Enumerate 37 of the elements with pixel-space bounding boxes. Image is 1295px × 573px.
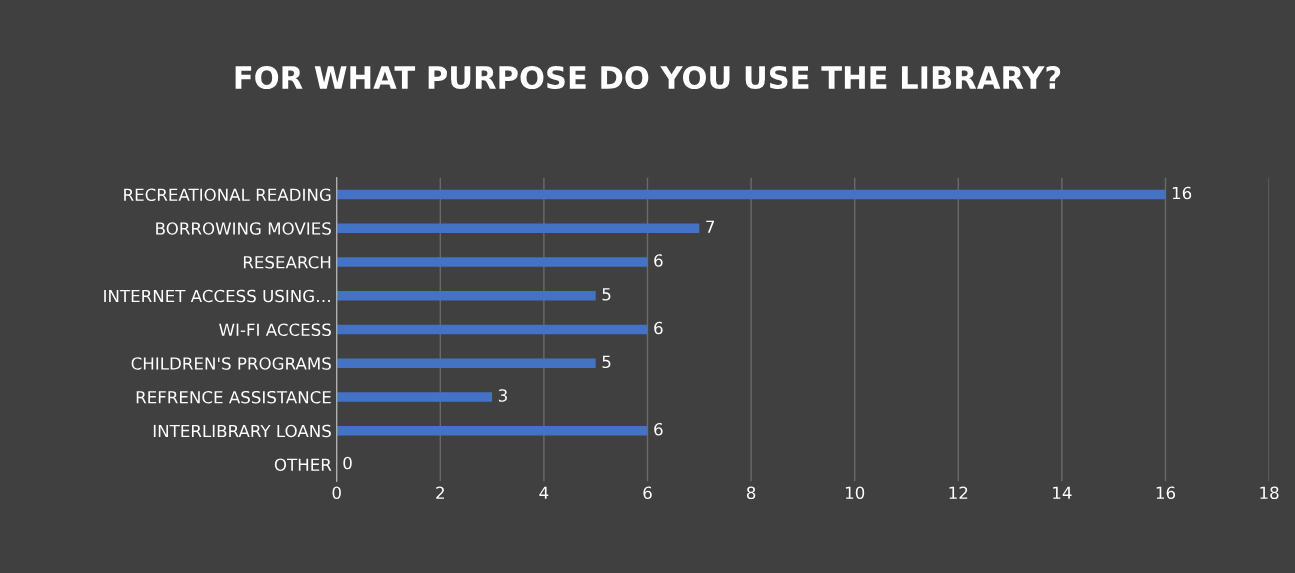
y-tick-label: WI-FI ACCESS	[219, 323, 331, 337]
bar	[336, 189, 1166, 200]
y-tick-label: OTHER	[274, 458, 332, 472]
data-label: 5	[602, 355, 611, 369]
chart-title: FOR WHAT PURPOSE DO YOU USE THE LIBRARY?	[235, 65, 1061, 90]
x-tick-label: 6	[643, 486, 652, 500]
bar	[336, 425, 648, 436]
y-tick-label: RESEARCH	[243, 255, 331, 269]
y-tick-label: RECREATIONAL READING	[124, 188, 331, 202]
bar	[336, 223, 700, 233]
bar	[336, 358, 596, 368]
data-label: 6	[654, 422, 663, 436]
x-tick-label: 10	[845, 486, 865, 500]
x-tick-label: 14	[1053, 486, 1072, 499]
data-label: 7	[706, 220, 715, 233]
x-tick-label: 16	[1156, 486, 1176, 500]
x-tick-label: 18	[1260, 486, 1279, 500]
data-label: 5	[602, 288, 611, 301]
bar	[336, 392, 493, 402]
y-tick-label: REFRENCE ASSISTANCE	[136, 390, 331, 404]
y-tick-label: INTERNET ACCESS USING…	[104, 289, 330, 303]
x-tick-label: 4	[539, 486, 549, 499]
bar	[336, 291, 596, 301]
y-tick-label: CHILDREN'S PROGRAMS	[131, 357, 331, 370]
x-tick-label: 0	[332, 486, 341, 500]
x-tick-label: 2	[436, 486, 444, 499]
x-tick-label: 12	[949, 486, 968, 499]
y-tick-label: BORROWING MOVIES	[156, 222, 331, 235]
data-label: 6	[654, 321, 663, 335]
data-label: 6	[654, 254, 663, 267]
data-label: 3	[498, 389, 507, 402]
bar	[336, 257, 648, 267]
y-tick-label: INTERLIBRARY LOANS	[153, 424, 331, 438]
data-label: 0	[343, 456, 352, 470]
bar	[336, 324, 648, 335]
x-tick-label: 8	[746, 486, 756, 500]
data-label: 16	[1172, 186, 1192, 200]
